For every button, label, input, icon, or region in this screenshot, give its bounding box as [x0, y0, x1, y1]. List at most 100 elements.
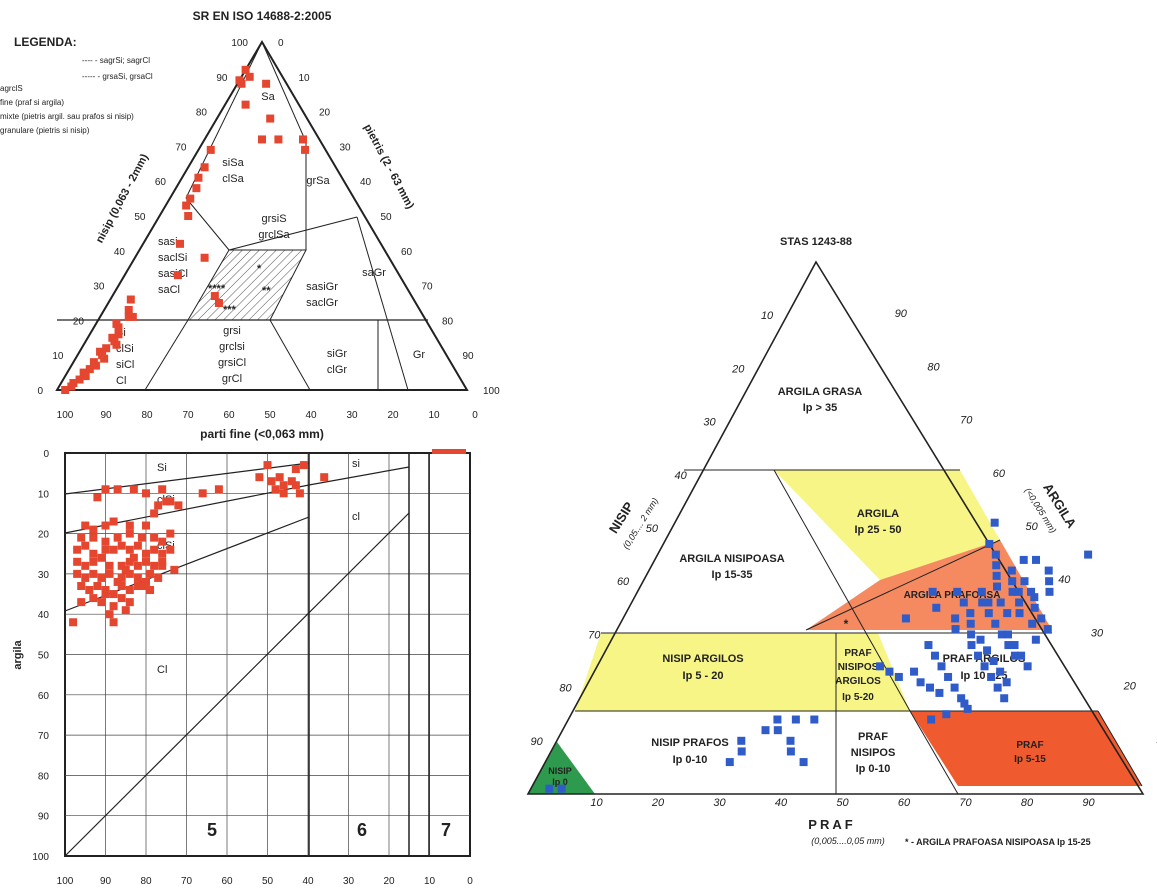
- plasticity-point: [146, 586, 155, 595]
- svg-text:grsiS: grsiS: [261, 213, 286, 225]
- plasticity-point: [105, 610, 114, 619]
- iso-point: [100, 354, 109, 363]
- stas-point: [1000, 694, 1009, 703]
- plasticity-point: [89, 525, 98, 534]
- plasticity-y-tick: 20: [38, 530, 50, 541]
- iso-point: [200, 253, 209, 262]
- stas-point: [960, 699, 969, 708]
- stas-bottom-tick: 80: [1021, 797, 1034, 809]
- stas-right-tick: 20: [1123, 681, 1137, 693]
- stas-point: [996, 598, 1005, 607]
- plasticity-marker-top: [432, 449, 466, 454]
- plasticity-point: [125, 598, 134, 607]
- stas-point: [1015, 609, 1024, 618]
- plasticity-point: [77, 581, 86, 590]
- legend-entry-1: agrclS: [0, 84, 23, 93]
- plasticity-point: [117, 594, 126, 603]
- plasticity-point: [89, 569, 98, 578]
- iso-point: [114, 330, 123, 339]
- stas-point: [876, 662, 885, 671]
- iso-divider-low-2: [269, 319, 311, 391]
- iso-point: [200, 163, 209, 172]
- stas-zone-nisip-fill: [528, 742, 595, 794]
- stas-point: [959, 598, 968, 607]
- stas-zone-argila-prafoasa-fill: [806, 540, 1052, 630]
- stas-right-tick: 80: [927, 361, 940, 373]
- stas-right-tick: 90: [895, 308, 908, 320]
- stas-point: [989, 657, 998, 665]
- stas-point: [1023, 662, 1032, 671]
- iso-left-tick: 60: [155, 177, 167, 188]
- plasticity-point: [166, 545, 175, 554]
- plasticity-point: [89, 549, 98, 558]
- stas-point: [990, 518, 999, 527]
- iso-divider-mid: [228, 216, 358, 251]
- stas-bottom-tick: 20: [651, 797, 665, 809]
- stas-point: [1032, 555, 1041, 564]
- svg-text:saclSi: saclSi: [158, 252, 187, 264]
- svg-text:Sa: Sa: [261, 91, 275, 103]
- stas-left-tick: 40: [675, 470, 688, 482]
- stas-point: [1084, 550, 1093, 559]
- stas-point: [1008, 577, 1017, 586]
- iso-bottom-tick: 60: [223, 410, 235, 421]
- plasticity-point: [105, 569, 114, 578]
- stas-left-tick: 60: [617, 576, 630, 588]
- iso-point: [241, 100, 250, 109]
- plasticity-point: [121, 606, 130, 615]
- iso-point: [210, 292, 219, 301]
- iso-point: [75, 375, 84, 384]
- plasticity-point: [125, 569, 134, 578]
- plasticity-group-5: 5: [207, 820, 217, 840]
- iso-divider-low-1: [144, 319, 189, 391]
- iso-zone-sisa: siSa clSa: [222, 157, 244, 185]
- plasticity-point: [81, 573, 90, 582]
- svg-text:Cl: Cl: [116, 375, 126, 387]
- svg-text:PRAF: PRAF: [1016, 740, 1043, 751]
- stas-point: [1003, 609, 1012, 618]
- iso-bottom-tick: 100: [57, 410, 74, 421]
- iso-axis-bottom-label: parti fine (<0,063 mm): [200, 427, 324, 441]
- svg-text:grclsi: grclsi: [219, 341, 245, 353]
- plasticity-y-tick: 40: [38, 610, 50, 621]
- stas-point: [996, 667, 1005, 676]
- plasticity-point: [101, 485, 110, 494]
- iso-left-tick: 30: [93, 282, 105, 293]
- iso-hatch-mark-2: ****: [208, 283, 226, 295]
- svg-text:Ip > 35: Ip > 35: [803, 402, 838, 414]
- stas-point: [944, 672, 953, 681]
- iso-point: [274, 135, 283, 144]
- svg-text:NISIPOS: NISIPOS: [838, 662, 879, 673]
- plasticity-point: [77, 598, 86, 607]
- iso-point: [102, 344, 111, 353]
- iso-bottom-tick: 80: [141, 410, 153, 421]
- stas-zone-grasa: ARGILA GRASA Ip > 35: [778, 386, 863, 414]
- plasticity-point: [279, 481, 288, 490]
- stas-point: [937, 662, 946, 671]
- stas-point: [916, 678, 925, 687]
- svg-text:ARGILA NISIPOASA: ARGILA NISIPOASA: [679, 553, 784, 565]
- legend-entry-3: mixte (pietris argil. sau prafos si nisi…: [0, 112, 134, 121]
- stas-point: [557, 784, 566, 793]
- svg-text:saCl: saCl: [158, 284, 180, 296]
- plasticity-point: [97, 598, 106, 607]
- stas-point: [885, 667, 894, 676]
- iso-point: [192, 184, 201, 193]
- stas-point: [799, 758, 808, 767]
- stas-line-praf-right: [1097, 710, 1143, 787]
- iso-left-tick: 20: [73, 316, 85, 327]
- svg-text:ARGILA GRASA: ARGILA GRASA: [778, 386, 863, 398]
- plasticity-point: [121, 565, 130, 574]
- iso-left-tick: 70: [175, 142, 187, 153]
- plasticity-point: [158, 485, 167, 494]
- iso-axis-right-label: pietris (2 - 63 mm): [361, 122, 416, 211]
- stas-bottom-tick: 40: [775, 797, 788, 809]
- svg-text:PRAF: PRAF: [858, 731, 888, 743]
- iso-bottom-tick: 30: [346, 410, 358, 421]
- iso-hatch-mark-3: **: [262, 285, 271, 297]
- plasticity-point: [117, 573, 126, 582]
- stas-point: [1030, 593, 1039, 602]
- stas-left-tick: 10: [761, 310, 774, 322]
- plasticity-points: [69, 461, 329, 627]
- svg-text:grclSa: grclSa: [258, 229, 290, 241]
